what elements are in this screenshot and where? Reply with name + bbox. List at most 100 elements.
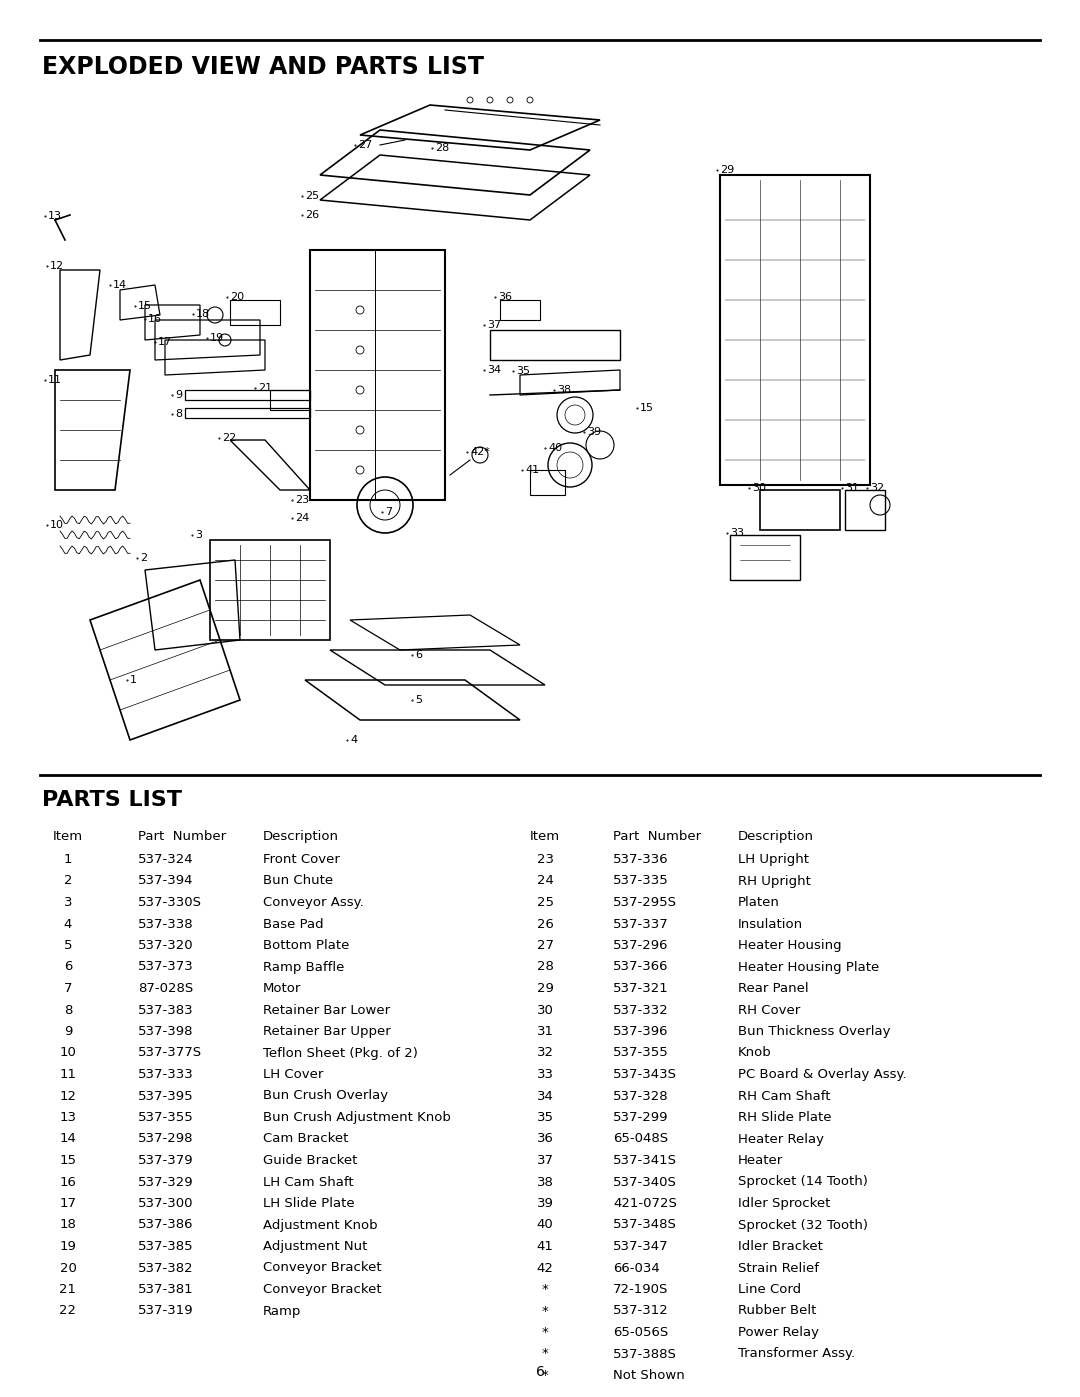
Text: 9: 9 (64, 1025, 72, 1038)
Text: 38: 38 (537, 1175, 553, 1189)
Text: Conveyor Bracket: Conveyor Bracket (264, 1261, 381, 1274)
Text: *: * (542, 1282, 549, 1296)
Text: LH Slide Plate: LH Slide Plate (264, 1197, 354, 1210)
Text: Conveyor Assy.: Conveyor Assy. (264, 895, 364, 909)
Text: 13: 13 (59, 1111, 77, 1125)
Text: 15: 15 (640, 402, 654, 414)
Text: 537-386: 537-386 (138, 1218, 193, 1232)
Text: 537-355: 537-355 (138, 1111, 193, 1125)
Text: 19: 19 (59, 1241, 77, 1253)
Text: 537-299: 537-299 (613, 1111, 669, 1125)
Text: 2: 2 (140, 553, 147, 563)
Text: 16: 16 (59, 1175, 77, 1189)
Text: 22: 22 (59, 1305, 77, 1317)
Text: 36: 36 (498, 292, 512, 302)
Text: 8: 8 (175, 409, 183, 419)
Text: 35: 35 (516, 366, 530, 376)
Text: Strain Relief: Strain Relief (738, 1261, 819, 1274)
Text: 33: 33 (537, 1067, 554, 1081)
Text: Sprocket (32 Tooth): Sprocket (32 Tooth) (738, 1218, 868, 1232)
Text: 537-333: 537-333 (138, 1067, 193, 1081)
Text: 29: 29 (537, 982, 553, 995)
Text: 28: 28 (537, 961, 553, 974)
Text: 32: 32 (537, 1046, 554, 1059)
Text: 40: 40 (537, 1218, 553, 1232)
Text: 14: 14 (59, 1133, 77, 1146)
Text: PC Board & Overlay Assy.: PC Board & Overlay Assy. (738, 1067, 906, 1081)
Text: RH Upright: RH Upright (738, 875, 811, 887)
Text: Heater Housing Plate: Heater Housing Plate (738, 961, 879, 974)
Text: 4: 4 (350, 735, 357, 745)
Text: 537-295S: 537-295S (613, 895, 677, 909)
Text: 537-312: 537-312 (613, 1305, 669, 1317)
Text: 66-034: 66-034 (613, 1261, 660, 1274)
Text: 23: 23 (537, 854, 554, 866)
Text: 9: 9 (175, 390, 183, 400)
Text: 42: 42 (537, 1261, 553, 1274)
Text: 537-383: 537-383 (138, 1003, 193, 1017)
Text: 27: 27 (537, 939, 554, 951)
Text: RH Cam Shaft: RH Cam Shaft (738, 1090, 831, 1102)
Text: Item: Item (53, 830, 83, 842)
Text: 421-072S: 421-072S (613, 1197, 677, 1210)
Text: Bun Chute: Bun Chute (264, 875, 333, 887)
Text: 87-028S: 87-028S (138, 982, 193, 995)
Text: 24: 24 (295, 513, 309, 522)
Text: 22: 22 (222, 433, 237, 443)
Text: 537-388S: 537-388S (613, 1348, 677, 1361)
Text: 31: 31 (845, 483, 859, 493)
Text: Heater Housing: Heater Housing (738, 939, 841, 951)
Text: Bun Crush Overlay: Bun Crush Overlay (264, 1090, 388, 1102)
Text: Bun Crush Adjustment Knob: Bun Crush Adjustment Knob (264, 1111, 450, 1125)
Text: Description: Description (738, 830, 814, 842)
Text: *: * (542, 1326, 549, 1338)
Text: 537-381: 537-381 (138, 1282, 193, 1296)
Text: Bun Thickness Overlay: Bun Thickness Overlay (738, 1025, 891, 1038)
Text: Retainer Bar Lower: Retainer Bar Lower (264, 1003, 390, 1017)
Text: Rubber Belt: Rubber Belt (738, 1305, 816, 1317)
Text: Heater Relay: Heater Relay (738, 1133, 824, 1146)
Text: 13: 13 (48, 211, 62, 221)
Text: 1: 1 (64, 854, 72, 866)
Text: 537-335: 537-335 (613, 875, 669, 887)
Text: 18: 18 (195, 309, 211, 319)
Text: 12: 12 (50, 261, 64, 271)
Text: 11: 11 (59, 1067, 77, 1081)
Text: 21: 21 (258, 383, 272, 393)
Text: 537-396: 537-396 (613, 1025, 669, 1038)
Text: *: * (542, 1305, 549, 1317)
Text: 537-332: 537-332 (613, 1003, 669, 1017)
Text: 21: 21 (59, 1282, 77, 1296)
Text: 25: 25 (305, 191, 319, 201)
Text: 537-379: 537-379 (138, 1154, 193, 1166)
Text: 17: 17 (158, 337, 172, 346)
Text: *: * (542, 1369, 549, 1382)
Text: 15: 15 (138, 300, 152, 312)
Text: 537-324: 537-324 (138, 854, 193, 866)
Text: 37: 37 (537, 1154, 554, 1166)
Text: Adjustment Nut: Adjustment Nut (264, 1241, 367, 1253)
Text: 72-190S: 72-190S (613, 1282, 669, 1296)
Text: 10: 10 (59, 1046, 77, 1059)
Text: LH Upright: LH Upright (738, 854, 809, 866)
Text: LH Cam Shaft: LH Cam Shaft (264, 1175, 353, 1189)
Text: Heater: Heater (738, 1154, 783, 1166)
Text: 537-340S: 537-340S (613, 1175, 677, 1189)
Text: 537-355: 537-355 (613, 1046, 669, 1059)
Text: Ramp Baffle: Ramp Baffle (264, 961, 345, 974)
Text: 11: 11 (48, 374, 62, 386)
Text: 18: 18 (59, 1218, 77, 1232)
Text: 537-330S: 537-330S (138, 895, 202, 909)
Text: 3: 3 (195, 529, 202, 541)
Text: 23: 23 (295, 495, 309, 504)
Text: Conveyor Bracket: Conveyor Bracket (264, 1282, 381, 1296)
Text: 5: 5 (415, 694, 422, 705)
Text: 537-341S: 537-341S (613, 1154, 677, 1166)
Text: 537-296: 537-296 (613, 939, 669, 951)
Text: 17: 17 (59, 1197, 77, 1210)
Text: 537-385: 537-385 (138, 1241, 193, 1253)
Text: 537-343S: 537-343S (613, 1067, 677, 1081)
Text: 15: 15 (59, 1154, 77, 1166)
Text: 537-394: 537-394 (138, 875, 193, 887)
Text: 34: 34 (537, 1090, 553, 1102)
